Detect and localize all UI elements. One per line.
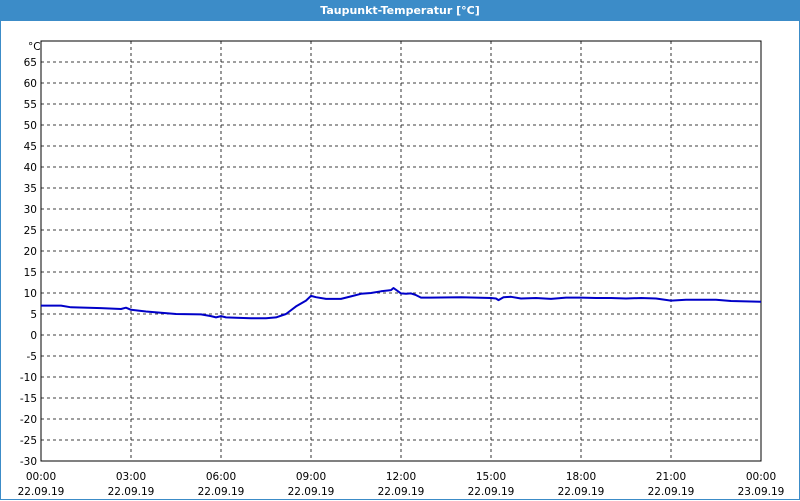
x-tick-date: 22.09.19 (468, 486, 515, 498)
data-lines (41, 287, 762, 320)
x-tick-date: 22.09.19 (18, 486, 65, 498)
x-tick-date: 22.09.19 (198, 486, 245, 498)
x-tick-date: 22.09.19 (288, 486, 335, 498)
x-tick-time: 21:00 (656, 471, 686, 483)
x-tick-date: 22.09.19 (108, 486, 155, 498)
window-title: Taupunkt-Temperatur [°C] (1, 1, 799, 21)
y-tick-label: 25 (24, 225, 37, 237)
x-tick-date: 22.09.19 (378, 486, 425, 498)
y-tick-label: 40 (24, 162, 37, 174)
y-tick-label: 35 (24, 183, 37, 195)
y-tick-label: -25 (20, 435, 37, 447)
x-tick-time: 06:00 (206, 471, 236, 483)
y-tick-label: 5 (30, 309, 37, 321)
y-tick-label: -20 (20, 414, 37, 426)
y-tick-label: 0 (30, 330, 37, 342)
x-tick-date: 22.09.19 (648, 486, 695, 498)
x-tick-time: 12:00 (386, 471, 416, 483)
plot-frame (40, 40, 762, 462)
x-tick-time: 00:00 (746, 471, 776, 483)
y-unit-label: °C (28, 41, 41, 53)
x-tick-time: 18:00 (566, 471, 596, 483)
y-tick-label: 45 (24, 141, 37, 153)
x-tick-time: 15:00 (476, 471, 506, 483)
y-tick-label: 10 (24, 288, 37, 300)
y-tick-label: 50 (24, 120, 37, 132)
x-axis-ticks: 00:00 22.09.19 03:00 22.09.19 06:00 22.09.19 0… (18, 471, 785, 498)
y-tick-label: 15 (24, 267, 37, 279)
y-tick-label: -30 (20, 456, 37, 468)
y-tick-label: -10 (20, 372, 37, 384)
y-tick-label: 20 (24, 246, 37, 258)
x-tick-time: 09:00 (296, 471, 326, 483)
y-tick-label: 30 (24, 204, 37, 216)
y-tick-label: -15 (20, 393, 37, 405)
x-tick-time: 00:00 (26, 471, 56, 483)
y-tick-label: 65 (24, 57, 37, 69)
y-tick-label: 60 (24, 78, 37, 90)
y-axis-ticks: °C65605550454035302520151050-5-10-15-20-… (20, 41, 41, 468)
x-tick-time: 03:00 (116, 471, 146, 483)
grid (41, 41, 761, 461)
y-tick-label: -5 (27, 351, 37, 363)
y-tick-label: 55 (24, 99, 37, 111)
dewpoint-series-line (41, 287, 762, 320)
x-tick-date: 22.09.19 (558, 486, 605, 498)
x-tick-date: 23.09.19 (738, 486, 785, 498)
